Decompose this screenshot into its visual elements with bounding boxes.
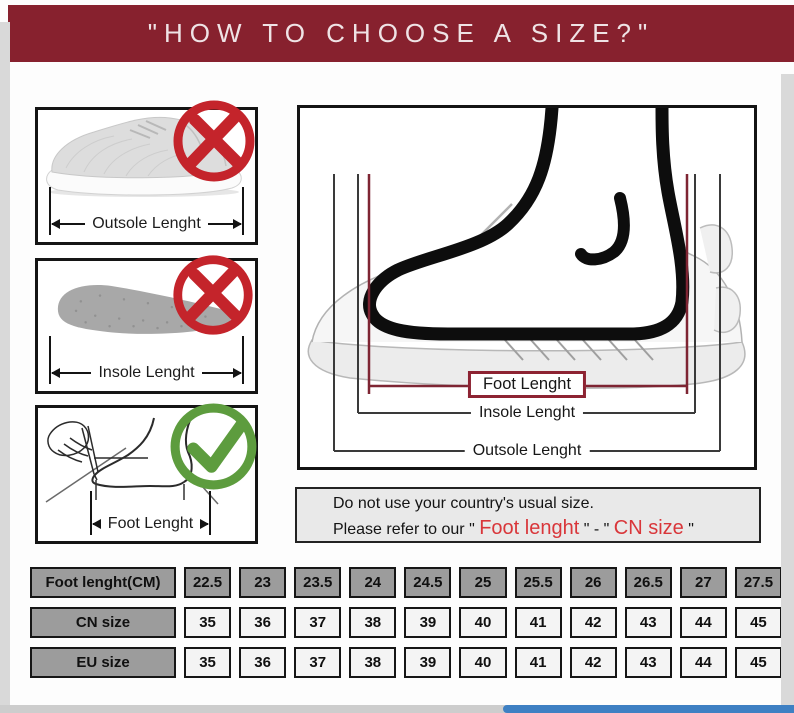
arrow-right-icon	[201, 368, 243, 378]
size-table: Foot lenght(CM) 22.5 23 23.5 24 24.5 25 …	[30, 567, 782, 678]
table-cell: 39	[404, 647, 452, 678]
measure-tick	[90, 491, 92, 535]
arrow-left-icon	[50, 368, 92, 378]
table-cell: 25	[459, 567, 507, 598]
shoe-xray-illustration	[307, 108, 746, 452]
table-cell: 42	[569, 607, 617, 638]
table-cell: 40	[459, 647, 507, 678]
table-cell: 23.5	[294, 567, 342, 598]
measure-tick	[242, 187, 244, 235]
table-cell: 36	[239, 647, 287, 678]
table-cell: 44	[679, 607, 727, 638]
diagram-outsole-length-label: Outsole Lenght	[464, 441, 590, 461]
table-cell: 45	[734, 607, 782, 638]
row-header-foot-length: Foot lenght(CM)	[30, 567, 176, 598]
table-cell: 44	[679, 647, 727, 678]
horizontal-scrollbar-thumb[interactable]	[503, 705, 794, 713]
diagram-insole-length-label: Insole Lenght	[470, 403, 584, 423]
sizing-note: Do not use your country's usual size. Pl…	[295, 487, 761, 543]
insole-length-panel: Insole Lenght	[35, 255, 258, 394]
table-cell: 45	[734, 647, 782, 678]
arrow-left-icon	[92, 519, 101, 529]
diagram-foot-length-label: Foot Lenght	[467, 371, 587, 398]
table-cell: 37	[294, 647, 342, 678]
note-line2-prefix: Please refer to our "	[333, 520, 480, 538]
table-cell: 41	[514, 647, 562, 678]
page-title-bar: "HOW TO CHOOSE A SIZE?"	[8, 5, 794, 62]
foot-length-measure: Foot Lenght	[90, 491, 211, 535]
table-cell: 42	[569, 647, 617, 678]
table-cell: 36	[239, 607, 287, 638]
foot-length-label: Foot Lenght	[107, 515, 194, 532]
table-cell: 43	[624, 647, 672, 678]
note-cn-size: CN size	[613, 516, 684, 539]
measure-tick	[49, 336, 51, 384]
horizontal-scrollbar-track[interactable]	[0, 705, 794, 713]
arrow-left-icon	[50, 219, 86, 229]
table-cell: 39	[404, 607, 452, 638]
table-cell: 26	[569, 567, 617, 598]
table-cell: 27	[679, 567, 727, 598]
table-cell: 26.5	[624, 567, 672, 598]
left-page-margin	[0, 22, 10, 713]
table-cell: 41	[514, 607, 562, 638]
table-cell: 35	[184, 647, 232, 678]
table-cell: 43	[624, 607, 672, 638]
arrow-right-icon	[200, 519, 209, 529]
measure-tick	[242, 336, 244, 384]
row-header-eu-size: EU size	[30, 647, 176, 678]
table-cell: 25.5	[514, 567, 562, 598]
shoe-xray-diagram: Foot Lenght Insole Lenght Outsole Lenght	[297, 105, 757, 470]
table-cell: 35	[184, 607, 232, 638]
note-line1: Do not use your country's usual size.	[333, 495, 594, 512]
insole-length-measure: Insole Lenght	[49, 336, 244, 384]
table-cell: 38	[349, 607, 397, 638]
measure-tick	[49, 187, 51, 235]
cross-icon	[168, 95, 260, 187]
table-cell: 24.5	[404, 567, 452, 598]
table-cell: 40	[459, 607, 507, 638]
outsole-length-measure: Outsole Lenght	[49, 187, 244, 235]
table-cell: 23	[239, 567, 287, 598]
table-cell: 38	[349, 647, 397, 678]
cross-icon	[168, 250, 258, 340]
table-cell: 24	[349, 567, 397, 598]
outsole-length-panel: Outsole Lenght	[35, 100, 258, 245]
table-cell: 37	[294, 607, 342, 638]
outsole-length-label: Outsole Lenght	[92, 215, 201, 232]
note-line2: Please refer to our " Foot lenght " - " …	[333, 515, 759, 541]
table-cell: 22.5	[184, 567, 232, 598]
right-page-margin	[781, 74, 794, 713]
note-suffix: "	[683, 520, 694, 538]
row-header-cn-size: CN size	[30, 607, 176, 638]
arrow-right-icon	[207, 219, 243, 229]
measure-tick	[209, 491, 211, 535]
table-cell: 27.5	[734, 567, 782, 598]
page-title: "HOW TO CHOOSE A SIZE?"	[147, 18, 655, 48]
note-separator: " - "	[579, 520, 614, 538]
check-icon	[165, 398, 262, 495]
insole-length-label: Insole Lenght	[98, 364, 195, 381]
foot-length-panel: Foot Lenght	[35, 403, 258, 544]
note-foot-length: Foot lenght	[479, 516, 580, 539]
